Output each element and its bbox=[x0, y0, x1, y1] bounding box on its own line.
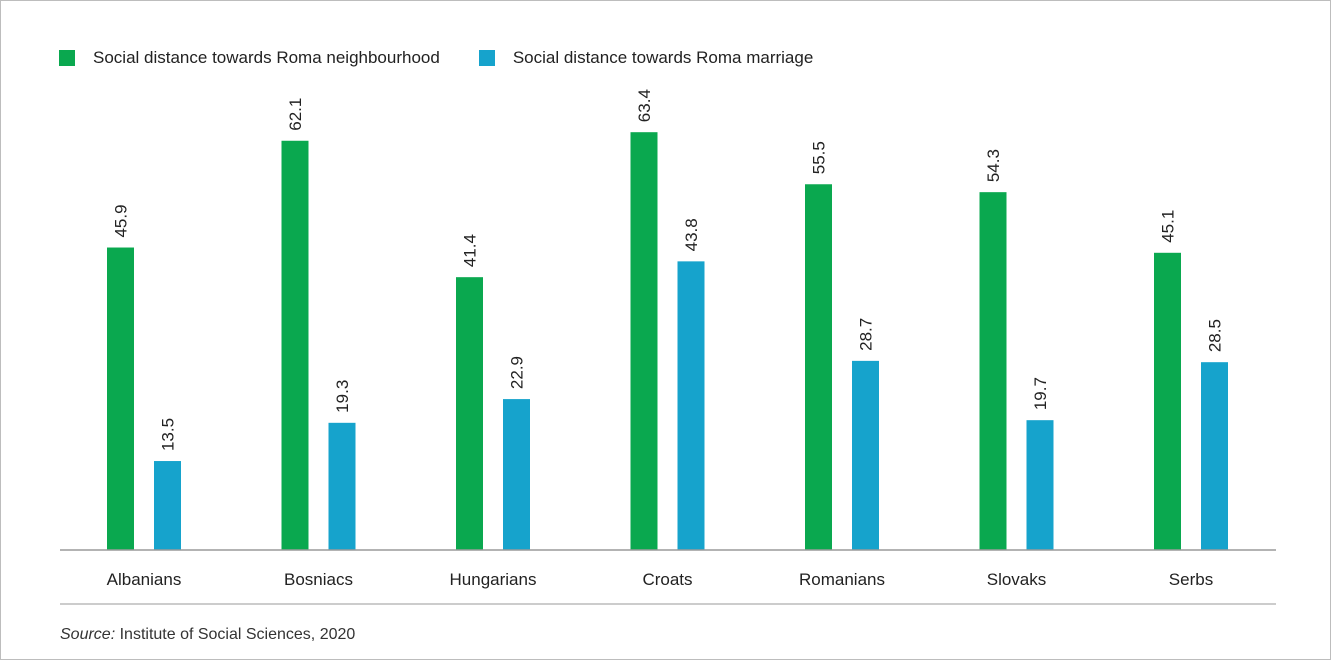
x-tick-label-serbs: Serbs bbox=[1169, 570, 1213, 589]
data-label-neighbourhood-bosniacs: 62.1 bbox=[286, 98, 305, 131]
x-tick-label-slovaks: Slovaks bbox=[987, 570, 1047, 589]
data-label-neighbourhood-croats: 63.4 bbox=[635, 89, 654, 122]
legend-item-neighbourhood: Social distance towards Roma neighbourho… bbox=[59, 48, 440, 68]
data-label-marriage-hungarians: 22.9 bbox=[508, 356, 527, 389]
data-label-neighbourhood-hungarians: 41.4 bbox=[461, 234, 480, 267]
source-prefix: Source: bbox=[60, 626, 116, 643]
data-label-marriage-albanians: 13.5 bbox=[159, 418, 178, 451]
bar-marriage-romanians bbox=[852, 360, 879, 550]
data-label-neighbourhood-slovaks: 54.3 bbox=[984, 149, 1003, 182]
data-label-neighbourhood-albanians: 45.9 bbox=[112, 204, 131, 237]
legend-label-marriage: Social distance towards Roma marriage bbox=[512, 48, 814, 67]
source-text: Institute of Social Sciences, 2020 bbox=[119, 626, 356, 643]
bar-neighbourhood-croats bbox=[630, 132, 658, 550]
data-label-neighbourhood-serbs: 45.1 bbox=[1159, 210, 1178, 243]
source-note: Source: Institute of Social Sciences, 20… bbox=[60, 626, 355, 644]
data-label-marriage-serbs: 28.5 bbox=[1206, 319, 1225, 352]
data-label-marriage-slovaks: 19.7 bbox=[1031, 377, 1050, 410]
legend-swatch-marriage bbox=[478, 50, 495, 66]
bar-neighbourhood-slovaks bbox=[979, 192, 1007, 550]
x-tick-label-bosniacs: Bosniacs bbox=[284, 570, 353, 589]
legend-swatch-neighbourhood bbox=[59, 50, 75, 66]
data-label-marriage-croats: 43.8 bbox=[682, 218, 701, 251]
bar-neighbourhood-bosniacs bbox=[281, 140, 309, 551]
x-tick-label-croats: Croats bbox=[642, 570, 692, 589]
x-tick-label-hungarians: Hungarians bbox=[450, 570, 537, 589]
data-label-marriage-bosniacs: 19.3 bbox=[333, 380, 352, 413]
bar-neighbourhood-serbs bbox=[1154, 252, 1181, 550]
legend-label-neighbourhood: Social distance towards Roma neighbourho… bbox=[93, 48, 440, 67]
bar-neighbourhood-romanians bbox=[805, 184, 832, 550]
bar-marriage-slovaks bbox=[1026, 420, 1054, 550]
data-label-marriage-romanians: 28.7 bbox=[857, 318, 876, 351]
bar-neighbourhood-hungarians bbox=[456, 277, 483, 550]
legend-item-marriage: Social distance towards Roma marriage bbox=[478, 48, 814, 68]
x-tick-label-romanians: Romanians bbox=[799, 570, 885, 589]
bar-marriage-croats bbox=[677, 261, 705, 550]
bar-marriage-bosniacs bbox=[328, 422, 356, 550]
bar-marriage-hungarians bbox=[503, 399, 530, 550]
x-tick-label-albanians: Albanians bbox=[107, 570, 182, 589]
bar-marriage-serbs bbox=[1201, 362, 1228, 550]
data-label-neighbourhood-romanians: 55.5 bbox=[810, 141, 829, 174]
legend: Social distance towards Roma neighbourho… bbox=[59, 48, 852, 68]
bar-neighbourhood-albanians bbox=[107, 247, 134, 551]
bar-marriage-albanians bbox=[154, 461, 181, 550]
